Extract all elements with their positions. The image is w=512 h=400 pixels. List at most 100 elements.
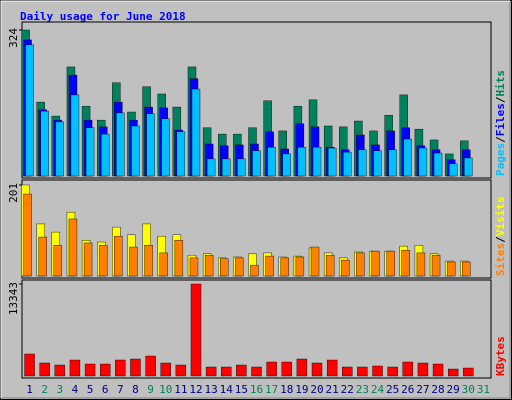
bar xyxy=(464,157,473,177)
bar xyxy=(222,158,231,177)
legend-separator: / xyxy=(494,136,507,143)
legend-entry: Visits xyxy=(494,197,507,237)
legend-separator: / xyxy=(494,236,507,243)
bar xyxy=(85,127,95,177)
bar xyxy=(70,94,80,177)
legend-entry: Hits xyxy=(494,70,507,97)
x-tick-label: 20 xyxy=(310,383,323,396)
bar xyxy=(205,366,217,377)
bar xyxy=(388,149,397,177)
bar xyxy=(129,246,138,277)
x-tick-label: 8 xyxy=(132,383,139,396)
bar xyxy=(99,245,108,277)
bar xyxy=(418,147,428,177)
bar xyxy=(146,113,155,177)
bar xyxy=(462,261,471,277)
bar xyxy=(69,359,81,377)
x-tick-label: 11 xyxy=(174,383,187,396)
x-tick-label: 21 xyxy=(326,383,339,396)
x-tick-label: 2 xyxy=(41,383,48,396)
x-tick-label: 5 xyxy=(87,383,94,396)
y-tick-label: 201 xyxy=(7,183,20,203)
bar xyxy=(357,366,368,377)
bar xyxy=(174,240,184,277)
x-tick-label: 15 xyxy=(235,383,248,396)
x-tick-label: 23 xyxy=(356,383,369,396)
panel xyxy=(21,279,492,379)
legend-entry: Pages xyxy=(494,143,507,176)
x-tick-label: 10 xyxy=(159,383,172,396)
legend: KBytes xyxy=(494,336,507,376)
bar xyxy=(447,368,459,377)
bar xyxy=(145,355,156,377)
bar xyxy=(175,364,187,377)
bar xyxy=(296,358,308,377)
bar xyxy=(266,361,277,377)
bar xyxy=(83,242,93,277)
y-tick-label: 324 xyxy=(7,28,20,48)
bar xyxy=(356,252,365,277)
x-tick-label: 3 xyxy=(57,383,64,396)
bar xyxy=(373,150,382,177)
bar xyxy=(39,362,50,377)
bar xyxy=(265,255,274,277)
bar xyxy=(295,256,305,277)
x-tick-label: 28 xyxy=(431,383,444,396)
bar xyxy=(237,158,246,177)
x-tick-label: 24 xyxy=(371,383,385,396)
bar xyxy=(115,359,126,377)
bar xyxy=(221,366,232,377)
bar xyxy=(84,363,96,377)
bar xyxy=(417,362,429,377)
bar xyxy=(387,366,398,377)
bar xyxy=(297,146,307,177)
bar xyxy=(327,147,337,177)
x-tick-label: 16 xyxy=(250,383,263,396)
bar xyxy=(25,44,34,177)
x-tick-label: 7 xyxy=(117,383,124,396)
legend-entry: KBytes xyxy=(494,336,507,376)
bar xyxy=(432,363,444,377)
bar xyxy=(448,163,458,177)
bar xyxy=(416,252,426,277)
bar xyxy=(326,359,338,377)
bar xyxy=(101,133,110,177)
bar xyxy=(236,364,247,377)
bar xyxy=(55,121,65,177)
bar xyxy=(252,150,261,177)
bar xyxy=(325,254,335,277)
chart-title: Daily usage for June 2018 xyxy=(20,10,186,23)
bar xyxy=(40,110,49,177)
bar xyxy=(343,151,352,177)
bar xyxy=(251,366,262,377)
bar xyxy=(235,257,244,277)
bar xyxy=(100,363,111,377)
x-tick-label: 27 xyxy=(416,383,429,396)
bar xyxy=(431,254,441,277)
bar xyxy=(310,246,320,277)
x-tick-label: 19 xyxy=(295,383,308,396)
bar xyxy=(267,146,276,177)
bar xyxy=(144,245,153,277)
bar xyxy=(116,112,125,177)
x-tick-label: 14 xyxy=(220,383,234,396)
bar xyxy=(403,138,412,177)
bar xyxy=(280,257,289,277)
bar xyxy=(402,361,413,377)
bar xyxy=(342,366,353,377)
x-tick-label: 17 xyxy=(265,383,278,396)
x-tick-label: 13 xyxy=(204,383,217,396)
bar xyxy=(189,257,199,277)
legend-entry: Sites xyxy=(494,243,507,276)
bar xyxy=(401,249,410,277)
bar xyxy=(190,283,202,377)
bar xyxy=(159,252,168,277)
x-tick-label: 30 xyxy=(462,383,475,396)
bar xyxy=(23,193,32,277)
x-tick-label: 18 xyxy=(280,383,293,396)
bar xyxy=(161,118,170,177)
bar xyxy=(131,125,140,177)
